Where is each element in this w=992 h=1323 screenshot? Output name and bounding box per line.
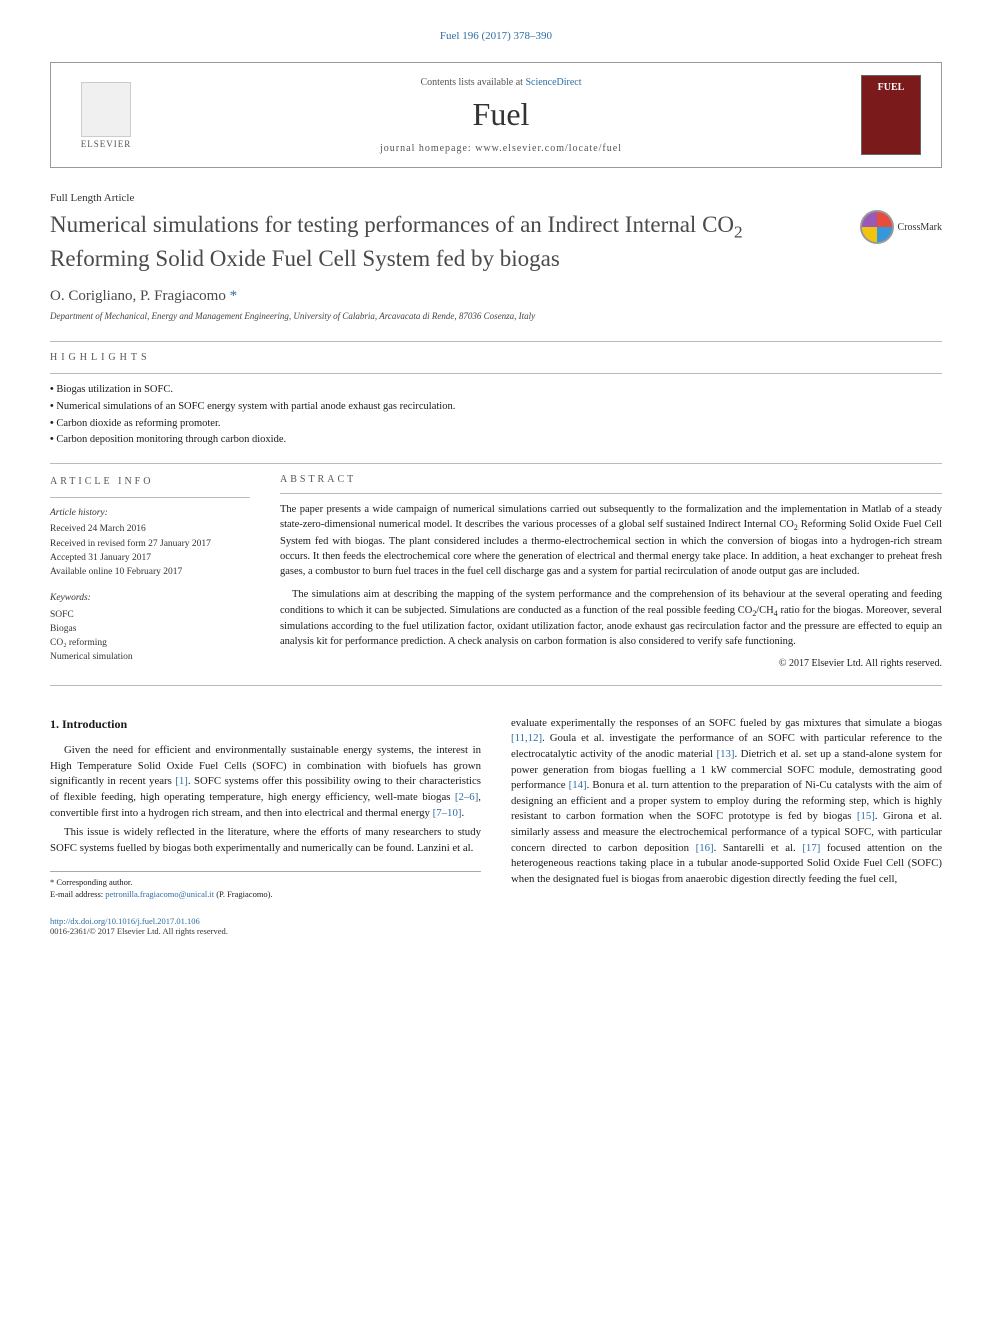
keywords-label: Keywords: — [50, 591, 250, 605]
journal-name: Fuel — [141, 96, 861, 133]
keyword: CO₂ reforming — [50, 636, 250, 650]
cover-title: FUEL — [878, 82, 905, 93]
journal-cover: FUEL — [861, 75, 921, 155]
info-abstract-row: ARTICLE INFO Article history: Received 2… — [50, 474, 942, 669]
email-suffix: (P. Fragiacomo). — [214, 889, 273, 899]
highlight-item: Carbon deposition monitoring through car… — [50, 432, 942, 449]
abstract-text: The paper presents a wide campaign of nu… — [280, 502, 942, 650]
abstract-heading: ABSTRACT — [280, 474, 942, 485]
history-label: Article history: — [50, 506, 250, 520]
homepage-line: journal homepage: www.elsevier.com/locat… — [141, 143, 861, 154]
elsevier-tree-icon — [81, 82, 131, 137]
intro-heading: 1. Introduction — [50, 716, 481, 733]
body-para: Given the need for efficient and environ… — [50, 743, 481, 821]
homepage-label: journal homepage: — [380, 143, 475, 154]
abstract-copyright: © 2017 Elsevier Ltd. All rights reserved… — [280, 658, 942, 669]
elsevier-logo: ELSEVIER — [71, 75, 141, 155]
divider — [50, 463, 942, 464]
highlight-item: Numerical simulations of an SOFC energy … — [50, 399, 942, 416]
divider — [50, 685, 942, 686]
history-item: Received in revised form 27 January 2017 — [50, 537, 250, 551]
history-item: Available online 10 February 2017 — [50, 565, 250, 579]
body-columns: 1. Introduction Given the need for effic… — [50, 716, 942, 901]
header-center: Contents lists available at ScienceDirec… — [141, 77, 861, 154]
keyword: Numerical simulation — [50, 650, 250, 664]
highlights-heading: HIGHLIGHTS — [50, 352, 942, 363]
contents-prefix: Contents lists available at — [420, 77, 525, 88]
citation: Fuel 196 (2017) 378–390 — [50, 30, 942, 42]
divider — [50, 497, 250, 498]
article-info: ARTICLE INFO Article history: Received 2… — [50, 474, 250, 669]
history-item: Accepted 31 January 2017 — [50, 551, 250, 565]
authors: O. Corigliano, P. Fragiacomo * — [50, 288, 942, 305]
homepage-url[interactable]: www.elsevier.com/locate/fuel — [475, 143, 622, 154]
corr-author: * Corresponding author. — [50, 876, 481, 888]
highlight-item: Carbon dioxide as reforming promoter. — [50, 416, 942, 433]
article-type: Full Length Article — [50, 192, 942, 204]
crossmark-icon — [860, 210, 894, 244]
abstract-column: ABSTRACT The paper presents a wide campa… — [280, 474, 942, 669]
contents-line: Contents lists available at ScienceDirec… — [141, 77, 861, 88]
keyword: SOFC — [50, 608, 250, 622]
highlights-list: Biogas utilization in SOFC. Numerical si… — [50, 382, 942, 449]
publisher-name: ELSEVIER — [81, 139, 132, 149]
divider — [50, 373, 942, 374]
email-label: E-mail address: — [50, 889, 105, 899]
article-info-heading: ARTICLE INFO — [50, 474, 250, 489]
issn-copyright: 0016-2361/© 2017 Elsevier Ltd. All right… — [50, 926, 228, 936]
affiliation: Department of Mechanical, Energy and Man… — [50, 311, 942, 321]
email-link[interactable]: petronilla.fragiacomo@unical.it — [105, 889, 214, 899]
history-item: Received 24 March 2016 — [50, 522, 250, 536]
highlight-item: Biogas utilization in SOFC. — [50, 382, 942, 399]
corresponding-footnote: * Corresponding author. E-mail address: … — [50, 871, 481, 901]
divider — [50, 341, 942, 342]
abstract-para: The simulations aim at describing the ma… — [280, 587, 942, 649]
email-line: E-mail address: petronilla.fragiacomo@un… — [50, 888, 481, 900]
article-title: Numerical simulations for testing perfor… — [50, 210, 860, 274]
journal-header: ELSEVIER Contents lists available at Sci… — [50, 62, 942, 168]
doi-link[interactable]: http://dx.doi.org/10.1016/j.fuel.2017.01… — [50, 916, 200, 926]
body-para: This issue is widely reflected in the li… — [50, 825, 481, 856]
sciencedirect-link[interactable]: ScienceDirect — [525, 77, 581, 88]
body-para: evaluate experimentally the responses of… — [511, 716, 942, 888]
title-row: Numerical simulations for testing perfor… — [50, 210, 942, 274]
crossmark-label: CrossMark — [898, 222, 942, 233]
abstract-para: The paper presents a wide campaign of nu… — [280, 502, 942, 579]
page-footer: http://dx.doi.org/10.1016/j.fuel.2017.01… — [50, 916, 942, 936]
keyword: Biogas — [50, 622, 250, 636]
divider — [280, 493, 942, 494]
crossmark-badge[interactable]: CrossMark — [860, 210, 942, 244]
